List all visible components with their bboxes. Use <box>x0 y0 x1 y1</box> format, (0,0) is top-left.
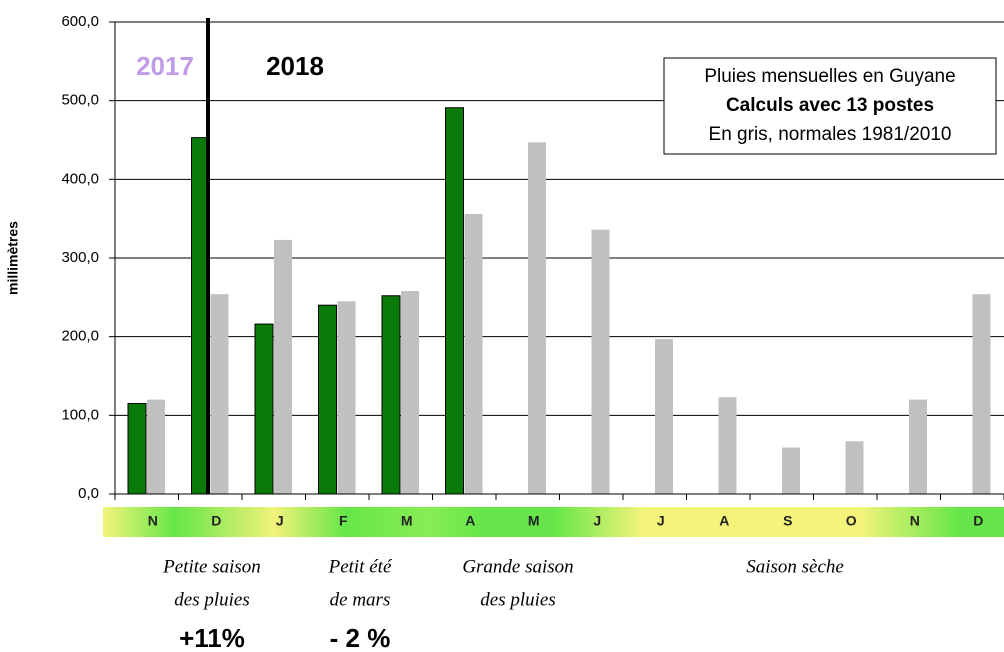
bar <box>210 294 229 494</box>
x-tick-label: O <box>846 513 857 529</box>
bar <box>127 403 147 495</box>
bar <box>401 291 419 494</box>
year-label: 2017 <box>136 51 194 81</box>
x-tick-label: S <box>783 513 792 529</box>
bar <box>254 323 274 495</box>
x-tick-label: A <box>465 513 475 529</box>
info-text: En gris, normales 1981/2010 <box>709 124 952 145</box>
bar <box>972 294 991 494</box>
change-label: +11% <box>179 623 245 652</box>
x-tick-label: N <box>148 513 158 529</box>
x-tick-label: J <box>276 513 284 529</box>
season-label: Grande saison <box>462 556 573 577</box>
season-label: Petit été <box>328 556 393 577</box>
x-tick-label: J <box>593 513 601 529</box>
info-box <box>663 57 997 155</box>
y-axis-label: millimètres <box>5 221 21 295</box>
y-tick-label: 200,0 <box>61 328 99 345</box>
month-strip <box>103 507 1004 537</box>
y-tick-label: 400,0 <box>61 170 99 187</box>
bar <box>655 339 673 494</box>
bar <box>147 399 165 494</box>
y-tick-label: 100,0 <box>61 406 99 423</box>
bar <box>782 447 800 494</box>
bar <box>909 399 927 494</box>
x-tick-label: F <box>339 513 348 529</box>
y-tick-label: 600,0 <box>61 13 99 30</box>
bar <box>381 295 401 495</box>
x-tick-label: D <box>973 513 983 529</box>
season-label: de mars <box>330 589 391 610</box>
bar <box>718 397 737 494</box>
year-label: 2018 <box>266 51 324 81</box>
info-text: Calculs avec 13 postes <box>726 95 934 116</box>
bar <box>318 304 337 495</box>
bar <box>528 142 546 495</box>
x-tick-label: M <box>528 513 540 529</box>
y-tick-label: 0,0 <box>78 485 99 502</box>
season-label: Petite saison <box>162 556 261 577</box>
season-label: des pluies <box>480 589 555 610</box>
x-tick-label: N <box>910 513 920 529</box>
x-tick-label: D <box>211 513 221 529</box>
y-tick-label: 500,0 <box>61 92 99 109</box>
season-label: Saison sèche <box>746 556 844 577</box>
bar <box>337 301 356 494</box>
bar <box>591 229 610 494</box>
x-tick-label: A <box>719 513 729 529</box>
bar <box>464 213 483 495</box>
info-text: Pluies mensuelles en Guyane <box>704 66 955 87</box>
x-tick-label: M <box>401 513 413 529</box>
bar <box>274 239 292 494</box>
bar <box>845 441 864 494</box>
change-label: - 2 % <box>330 623 391 652</box>
bar <box>445 107 464 495</box>
x-tick-label: J <box>657 513 665 529</box>
y-tick-label: 300,0 <box>61 249 99 266</box>
season-label: des pluies <box>174 589 249 610</box>
